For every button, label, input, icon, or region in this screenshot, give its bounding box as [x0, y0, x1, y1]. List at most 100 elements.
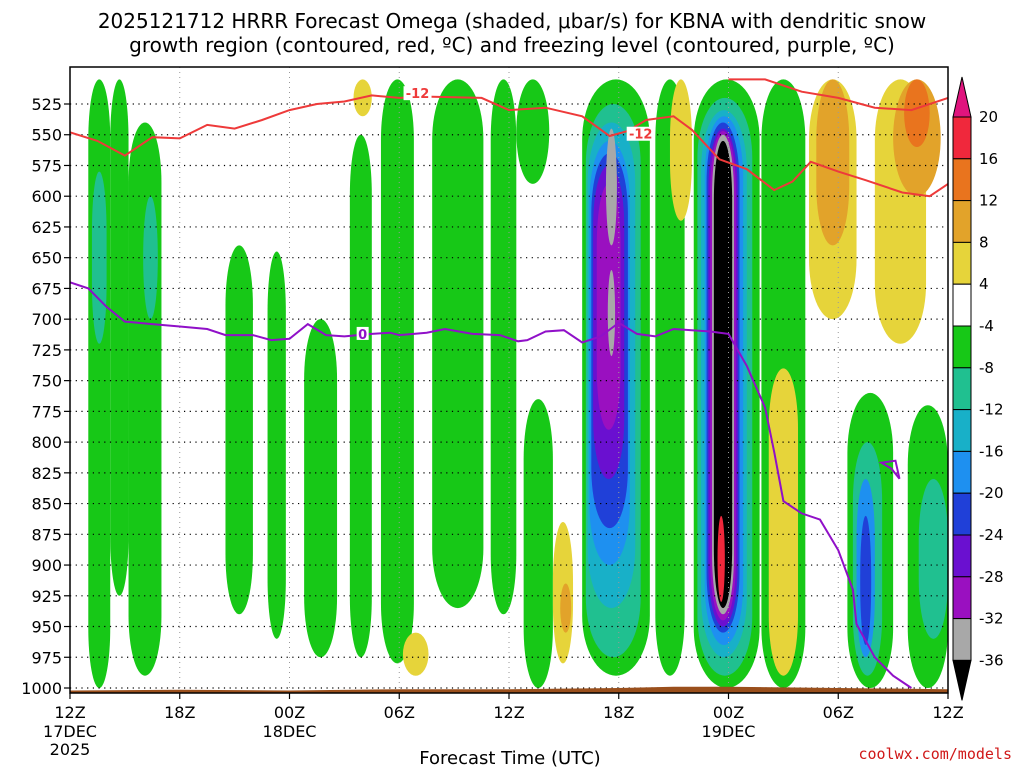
- growth-region-contour: [728, 78, 948, 112]
- freezing-label-bg: [356, 326, 369, 340]
- contour-label-bg: [626, 126, 655, 141]
- y-tick-label: 900: [31, 556, 62, 575]
- y-axis: 525 550 575 600 625 650 675 700 725 750 775 800 825 8…: [21, 95, 70, 698]
- x-tick-date: 18DEC: [263, 722, 317, 741]
- omega-cell: [607, 269, 616, 357]
- y-tick-label: 1000: [21, 679, 62, 698]
- omega-cell: [516, 79, 550, 184]
- y-tick-label: 675: [31, 279, 62, 298]
- colorbar-bin: [952, 325, 972, 369]
- x-tick-label: 12Z: [493, 703, 524, 722]
- colorbar-label: 20: [979, 108, 998, 126]
- x-tick-date: 17DEC: [43, 722, 97, 741]
- omega-cell: [432, 79, 484, 609]
- growth-region-contour: [70, 94, 948, 198]
- omega-cell: [904, 79, 930, 148]
- omega-cell: [225, 245, 253, 615]
- omega-cell: [349, 134, 372, 658]
- x-tick-label: 12Z: [54, 703, 85, 722]
- omega-cell: [380, 79, 414, 664]
- omega-cell: [304, 319, 338, 658]
- y-tick-label: 950: [31, 618, 62, 637]
- x-tick-label: 00Z: [713, 703, 744, 722]
- x-axis-label: Forecast Time (UTC): [419, 748, 600, 768]
- colorbar: 20 16 12 8 4 -4 -8 -12 -16 -20 -24 -28 -32 -36: [952, 76, 1004, 701]
- omega-cell: [88, 79, 111, 689]
- freezing-small-contour: [878, 459, 901, 480]
- y-tick-label: 525: [31, 95, 62, 114]
- omega-cell: [110, 79, 129, 596]
- omega-cell: [713, 140, 733, 609]
- credit-text: coolwx.com/models: [858, 745, 1012, 763]
- colorbar-bin: [952, 241, 972, 285]
- x-tick-label: 06Z: [384, 703, 415, 722]
- contour-label-bg: [403, 86, 432, 101]
- contour-layer: -12 -12 0: [70, 78, 948, 689]
- colorbar-label: 4: [979, 275, 989, 293]
- y-tick-label: 975: [31, 648, 62, 667]
- omega-cell: [267, 251, 286, 639]
- colorbar-bin: [952, 659, 972, 701]
- terrain-ground: [70, 686, 948, 693]
- y-tick-label: 750: [31, 372, 62, 391]
- colorbar-label: 12: [979, 192, 998, 210]
- colorbar-label: -8: [979, 359, 994, 377]
- y-tick-label: 825: [31, 464, 62, 483]
- colorbar-label: -36: [979, 651, 1004, 669]
- colorbar-label: 8: [979, 233, 989, 251]
- colorbar-bin: [952, 367, 972, 411]
- omega-cell: [490, 79, 517, 615]
- y-tick-label: 600: [31, 187, 62, 206]
- omega-cell: [918, 478, 948, 639]
- y-tick-label: 650: [31, 249, 62, 268]
- chart-title-line1: 2025121712 HRRR Forecast Omega (shaded, …: [98, 9, 926, 33]
- growth-region-label: -12: [406, 87, 430, 102]
- omega-cell: [655, 79, 685, 676]
- x-tick-date: 19DEC: [702, 722, 756, 741]
- y-tick-label: 550: [31, 126, 62, 145]
- growth-region-label: -12: [629, 128, 653, 143]
- colorbar-label: -12: [979, 401, 1004, 419]
- y-tick-label: 775: [31, 402, 62, 421]
- colorbar-bin: [952, 158, 972, 202]
- colorbar-bin: [952, 618, 972, 661]
- colorbar-bin: [952, 534, 972, 578]
- y-tick-label: 925: [31, 587, 62, 606]
- freezing-level-label: 0: [358, 328, 367, 343]
- omega-cell: [128, 122, 162, 676]
- colorbar-bin: [952, 409, 972, 452]
- colorbar-bin: [952, 200, 972, 243]
- y-tick-label: 575: [31, 156, 62, 175]
- colorbar-bin: [952, 492, 972, 536]
- omega-cell: [402, 632, 429, 676]
- y-tick-label: 850: [31, 495, 62, 514]
- x-tick-label: 06Z: [823, 703, 854, 722]
- colorbar-bin: [952, 450, 972, 494]
- colorbar-bin: [952, 283, 972, 327]
- omega-shading: [88, 79, 948, 689]
- colorbar-label: -20: [979, 484, 1004, 502]
- colorbar-label: 16: [979, 150, 998, 168]
- y-tick-label: 625: [31, 218, 62, 237]
- x-tick-label: 18Z: [603, 703, 634, 722]
- omega-cell: [605, 128, 617, 246]
- colorbar-bin: [952, 116, 972, 160]
- x-tick-year: 2025: [50, 740, 91, 759]
- grid: [70, 67, 948, 693]
- colorbar-label: -32: [979, 610, 1004, 628]
- x-tick-label: 12Z: [932, 703, 963, 722]
- y-tick-label: 800: [31, 433, 62, 452]
- omega-cell: [560, 583, 572, 633]
- omega-cell: [768, 368, 799, 676]
- colorbar-bin: [952, 76, 972, 118]
- omega-cell: [816, 79, 850, 246]
- omega-cell: [717, 515, 725, 602]
- x-tick-label: 00Z: [274, 703, 305, 722]
- y-tick-label: 725: [31, 341, 62, 360]
- colorbar-label: -28: [979, 568, 1004, 586]
- colorbar-label: -16: [979, 442, 1004, 460]
- chart-title-line2: growth region (contoured, red, ºC) and f…: [129, 33, 895, 57]
- colorbar-bin: [952, 576, 972, 620]
